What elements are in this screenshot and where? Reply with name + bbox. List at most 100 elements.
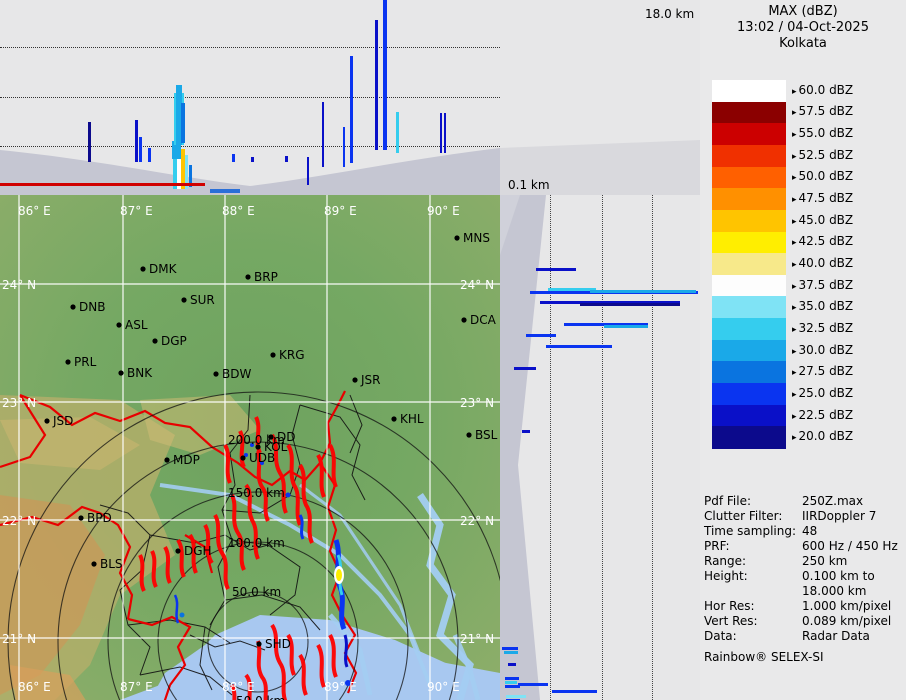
ring-label: 50.0 km (232, 585, 281, 599)
city-marker-dot (116, 322, 122, 328)
color-scale-band (712, 101, 786, 124)
metadata-value: 1.000 km/pixel (802, 599, 892, 613)
metadata-value: Radar Data (802, 629, 870, 643)
city-marker-dot (44, 418, 50, 424)
profile-storm-core (185, 155, 188, 189)
display-header: MAX (dBZ) 13:02 / 04-Oct-2025 Kolkata (700, 4, 906, 52)
city-marker-dot (175, 548, 181, 554)
profile-bar (440, 113, 442, 153)
metadata-value: 250 km (802, 554, 848, 568)
top-panel-baseline (0, 183, 205, 186)
range-rings (7, 391, 500, 700)
range-ring-labels: 200.0 km 150.0 km 100.0 km 50.0 km 50.0 … (228, 433, 285, 700)
profile-bar (526, 334, 556, 337)
ring-label: 150.0 km (228, 486, 285, 500)
profile-bar (285, 156, 288, 162)
right-panel-gridline (550, 195, 551, 700)
city-marker-dot (118, 370, 124, 376)
lon-label-bottom: 90° E (427, 680, 460, 694)
profile-bar (580, 303, 680, 306)
city-marker-dot (78, 515, 84, 521)
profile-storm-core (181, 149, 185, 189)
city-marker-dot (270, 352, 276, 358)
color-scale-tick-label: 35.0 dBZ (792, 299, 854, 313)
international-border (0, 390, 358, 700)
metadata-row: PRF: 600 Hz / 450 Hz (704, 539, 906, 554)
map-canvas[interactable]: 200.0 km 150.0 km 100.0 km 50.0 km 50.0 … (0, 195, 500, 700)
metadata-key: Time sampling: (704, 524, 797, 538)
city-marker-dot (70, 304, 76, 310)
product-datetime: 13:02 / 04-Oct-2025 (737, 20, 869, 35)
profile-storm-core (177, 137, 181, 189)
city-label: BPD (87, 511, 112, 525)
metadata-value: 18.000 km (802, 584, 867, 598)
metadata-row: 18.000 km (704, 584, 906, 599)
city-marker-dot (268, 434, 274, 440)
color-scale-tick-label: 27.5 dBZ (792, 364, 854, 378)
color-scale-band (712, 404, 786, 427)
echo-cluster-red (230, 623, 338, 700)
ring-label: 100.0 km (228, 536, 285, 550)
top-panel-gridline (0, 97, 500, 98)
right-cross-section-panel (500, 195, 700, 700)
profile-bar (546, 345, 612, 348)
metadata-key: Data: (704, 629, 737, 643)
metadata-value: 250Z.max (802, 494, 864, 508)
right-panel-cone-shading (500, 195, 546, 700)
profile-bar (536, 268, 576, 271)
echo-filament-blue (173, 443, 351, 686)
profile-bar (307, 157, 309, 185)
color-scale-tick-label: 50.0 dBZ (792, 169, 854, 183)
metadata-row: Height: 0.100 km to (704, 569, 906, 584)
city-marker-dot (461, 317, 467, 323)
lat-label-right: 22° N (460, 514, 494, 528)
city-label: DD (277, 430, 295, 444)
city-marker-dot (213, 371, 219, 377)
profile-bar (350, 56, 353, 163)
color-scale-tick-label: 55.0 dBZ (792, 126, 854, 140)
profile-bar (506, 695, 526, 698)
color-scale-band (712, 209, 786, 233)
color-scale-tick-label: 30.0 dBZ (792, 343, 854, 357)
profile-bar (505, 677, 519, 680)
profile-bar (139, 137, 142, 162)
metadata-block: Pdf File: 250Z.max Clutter Filter: IIRDoppl… (704, 494, 906, 665)
color-scale-tick-label: 37.5 dBZ (792, 278, 854, 292)
radar-site-name: Kolkata (779, 36, 827, 51)
color-scale-tick-label: 40.0 dBZ (792, 256, 854, 270)
profile-bar (505, 685, 520, 688)
lon-label-top: 87° E (120, 204, 153, 218)
color-scale-band (712, 296, 786, 319)
city-label: DCA (470, 313, 497, 327)
profile-bar (548, 288, 596, 291)
color-scale-tick-label: 45.0 dBZ (792, 213, 854, 227)
graticule-labels: 86° E 87° E 88° E 89° E 90° E 86° E 87° … (2, 204, 494, 694)
color-scale-band (712, 383, 786, 406)
profile-bar (604, 325, 648, 328)
metadata-row: Range: 250 km (704, 554, 906, 569)
radar-map[interactable]: 200.0 km 150.0 km 100.0 km 50.0 km 50.0 … (0, 195, 500, 700)
top-height-label: 18.0 km (645, 7, 695, 21)
profile-bar (540, 301, 680, 304)
metadata-row: Vert Res: 0.089 km/pixel (704, 614, 906, 629)
color-scale-band (712, 274, 786, 298)
city-label: DGH (184, 544, 212, 558)
dbz-color-scale[interactable]: 60.0 dBZ 57.5 dBZ 55.0 dBZ 52.5 dBZ 50.0 dBZ… (712, 80, 853, 449)
metadata-value: 0.089 km/pixel (802, 614, 892, 628)
city-markers: DMK BRP SUR MNS DNB ASL DGP DCA KRG PRL BNK BDW JSR K… (44, 231, 498, 651)
metadata-key: Vert Res: (704, 614, 758, 628)
color-scale-tick-label: 47.5 dBZ (792, 191, 854, 205)
city-label: KHL (400, 412, 424, 426)
lat-label-left: 22° N (2, 514, 36, 528)
lon-label-top: 90° E (427, 204, 460, 218)
city-label: DGP (161, 334, 187, 348)
city-label: DNB (79, 300, 105, 314)
color-scale-tick-label: 52.5 dBZ (792, 148, 854, 162)
metadata-value: 600 Hz / 450 Hz (802, 539, 898, 553)
city-label: MNS (463, 231, 490, 245)
vendor-brand: Rainbow® SELEX-SI (704, 650, 824, 664)
lon-label-top: 88° E (222, 204, 255, 218)
city-marker-dot (240, 455, 246, 461)
profile-bar (88, 122, 91, 162)
